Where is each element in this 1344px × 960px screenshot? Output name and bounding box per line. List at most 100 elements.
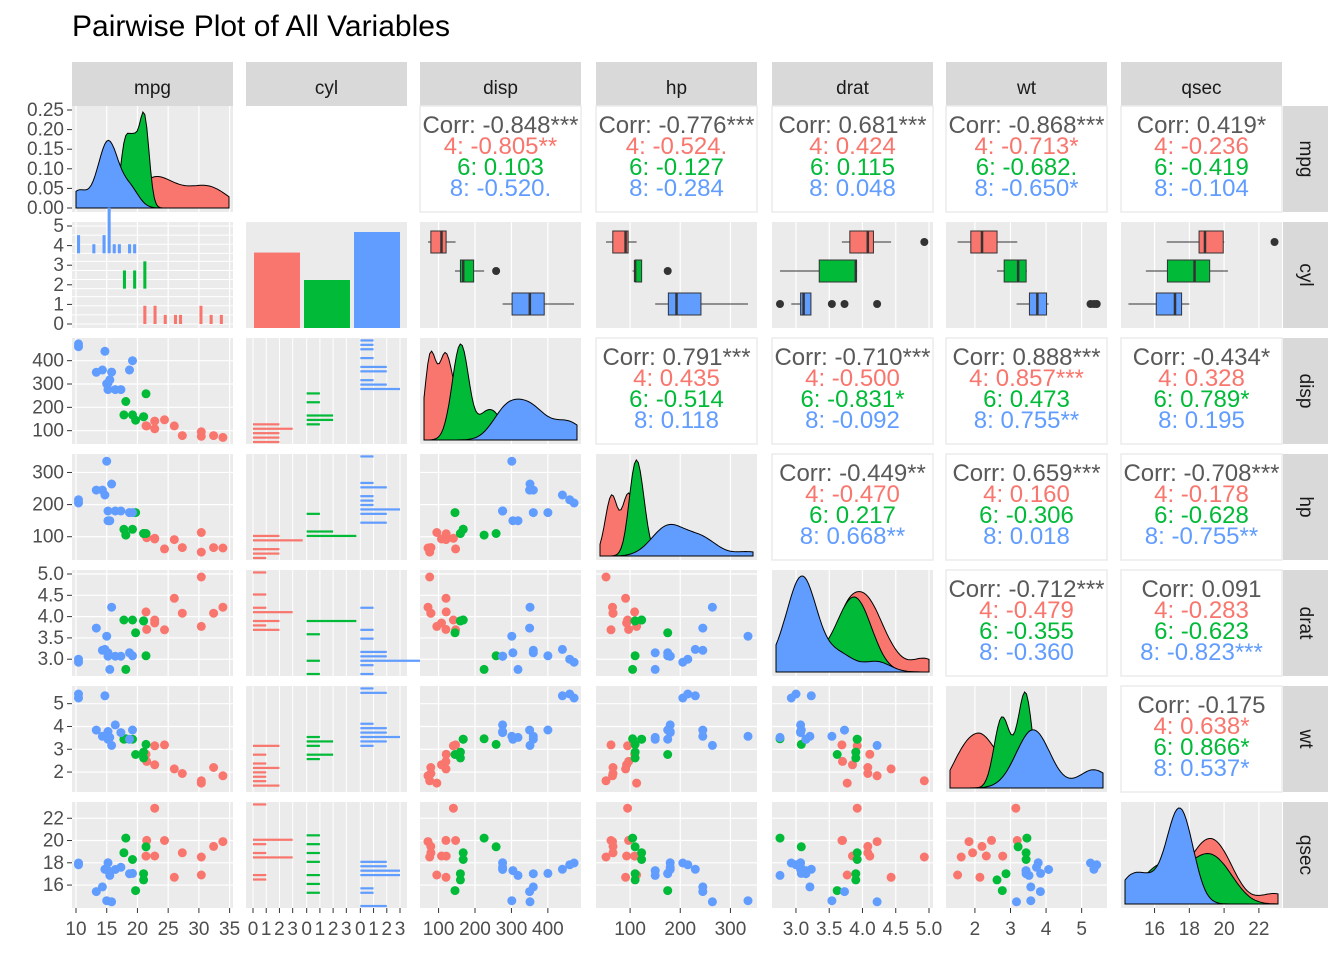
corr-g8-mpg-wt: 8: -0.650*: [974, 175, 1078, 202]
hist-bar-wt-g8: [360, 735, 400, 739]
point-wt-vs-mpg-g6: [141, 739, 151, 749]
panel-corr-disp-drat: [771, 337, 934, 445]
strip-right-drat: [1283, 570, 1328, 676]
hist-bar-disp-g8: [360, 339, 374, 342]
panel-corr-hp-drat: [771, 453, 934, 561]
point-wt-vs-drat-g4: [872, 771, 882, 781]
ytick-label-disp: 300: [32, 374, 64, 395]
corr-g8-mpg-hp: 8: -0.284: [629, 175, 724, 202]
hist-bar-disp-g8: [360, 370, 387, 373]
hist-bar-drat-g8: [360, 606, 374, 609]
corr-g8-disp-hp: 8: 0.118: [634, 407, 719, 434]
strip-right-label-qsec: qsec: [1295, 835, 1316, 875]
xtick-label-wt: 4: [1041, 919, 1052, 940]
corr-overall-disp-hp: Corr: 0.791***: [602, 344, 750, 371]
point-qsec-vs-hp-g8: [683, 860, 693, 870]
corr-g6-wt-qsec: 6: 0.866*: [1153, 734, 1249, 761]
point-qsec-vs-wt-g4: [953, 870, 963, 880]
xtick-label-cyl: 3: [395, 919, 406, 940]
corr-g8-drat-wt: 8: -0.360: [979, 639, 1074, 666]
point-drat-vs-mpg-g8: [105, 664, 115, 674]
point-disp-vs-mpg-g6: [139, 412, 149, 422]
strip-label-disp: disp: [483, 78, 518, 99]
point-qsec-vs-disp-g4: [432, 870, 442, 880]
point-drat-vs-mpg-g8: [102, 631, 112, 641]
point-wt-vs-drat-g8: [806, 691, 816, 701]
hist-bar-disp-g4: [253, 440, 280, 444]
corr-overall-mpg-hp: Corr: -0.776***: [598, 112, 754, 139]
point-qsec-vs-mpg-g8: [91, 887, 101, 897]
point-qsec-vs-hp-g6: [630, 869, 640, 879]
point-hp-vs-disp-g6: [479, 530, 489, 540]
hist-bar-drat-g4: [253, 628, 280, 631]
point-drat-vs-mpg-g4: [142, 624, 152, 634]
point-qsec-vs-mpg-g6: [119, 848, 129, 858]
point-wt-vs-hp-g4: [632, 778, 642, 788]
point-qsec-vs-drat-g4: [865, 851, 875, 861]
corr-g6-hp-qsec: 6: -0.628: [1154, 502, 1249, 529]
strip-top-hp: [596, 62, 757, 106]
point-hp-vs-disp-g8: [565, 495, 575, 505]
point-drat-vs-disp-g4: [441, 624, 451, 634]
strip-top-qsec: [1121, 62, 1282, 106]
xtick-label-drat: 4.0: [849, 919, 875, 940]
point-qsec-vs-mpg-g8: [97, 882, 107, 892]
point-qsec-vs-disp-g8: [507, 896, 517, 906]
point-wt-vs-mpg-g4: [218, 771, 228, 781]
corr-overall-hp-wt: Corr: 0.659***: [952, 460, 1100, 487]
point-hp-vs-mpg-g8: [102, 456, 112, 466]
point-drat-vs-mpg-g6: [119, 615, 129, 625]
facet-bg: [249, 454, 297, 560]
hist-bar-drat-g8: [360, 650, 387, 654]
point-drat-vs-mpg-g8: [74, 654, 83, 664]
point-drat-vs-hp-g8: [650, 664, 660, 674]
hist-bar-drat-g6: [306, 619, 360, 623]
point-wt-vs-disp-g6: [450, 750, 460, 759]
point-qsec-vs-disp-g4: [426, 848, 436, 858]
bar-cyl-g8: [354, 232, 400, 328]
point-wt-vs-disp-g6: [491, 739, 501, 749]
corr-g4-drat-qsec: 4: -0.283: [1154, 597, 1249, 624]
strip-label-qsec: qsec: [1181, 78, 1221, 99]
point-wt-vs-drat-g8: [827, 731, 837, 741]
point-wt-vs-mpg-g8: [125, 734, 134, 744]
hist-bar-disp-g6: [306, 401, 320, 404]
point-qsec-vs-drat-g6: [832, 886, 842, 896]
xtick-label-cyl: 2: [328, 919, 339, 940]
ytick-label-cyl: 3: [53, 255, 64, 276]
point-wt-vs-drat-g4: [865, 749, 875, 759]
corr-g4-wt-qsec: 4: 0.638*: [1153, 713, 1249, 740]
point-qsec-vs-disp-g8: [557, 864, 567, 874]
point-wt-vs-mpg-g4: [169, 764, 179, 774]
hist-bar-mpg-g6: [122, 270, 126, 289]
point-drat-vs-disp-g6: [491, 651, 501, 661]
corr-overall-disp-drat: Corr: -0.710***: [774, 344, 930, 371]
xtick-label-cyl: 0: [248, 919, 259, 940]
ytick-label-wt: 4: [53, 716, 64, 737]
facet-bg: [302, 802, 351, 908]
facet-bg: [249, 802, 297, 908]
point-qsec-vs-mpg-g4: [177, 848, 187, 858]
point-qsec-vs-mpg-g4: [150, 803, 160, 813]
strip-right-mpg: [1283, 106, 1328, 212]
point-qsec-vs-drat-g6: [851, 869, 861, 879]
ytick-label-wt: 3: [53, 739, 64, 760]
hist-bar-drat-g4: [253, 606, 267, 609]
point-hp-vs-mpg-g4: [169, 535, 179, 545]
panel-scatter-wt-hp: [596, 686, 757, 792]
point-hp-vs-disp-g8: [507, 456, 517, 466]
corr-g6-drat-qsec: 6: -0.623: [1154, 618, 1249, 645]
xtick-label-mpg: 30: [188, 919, 209, 940]
panel-scatter-wt-disp: [420, 686, 581, 792]
point-qsec-vs-wt-g8: [1036, 868, 1046, 878]
point-drat-vs-disp-g8: [543, 651, 553, 661]
box-drat-g4: [849, 230, 874, 254]
hist-bar-qsec-g8: [360, 904, 387, 908]
hist-bar-disp-g6: [306, 414, 334, 417]
point-hp-vs-mpg-g8: [128, 508, 137, 518]
ytick-label-cyl: 0: [53, 314, 64, 335]
hist-bar-hp-g8: [360, 495, 374, 498]
strip-right-label-disp: disp: [1295, 374, 1316, 409]
point-hp-vs-disp-g8: [508, 516, 518, 526]
point-qsec-vs-disp-g8: [528, 869, 538, 879]
